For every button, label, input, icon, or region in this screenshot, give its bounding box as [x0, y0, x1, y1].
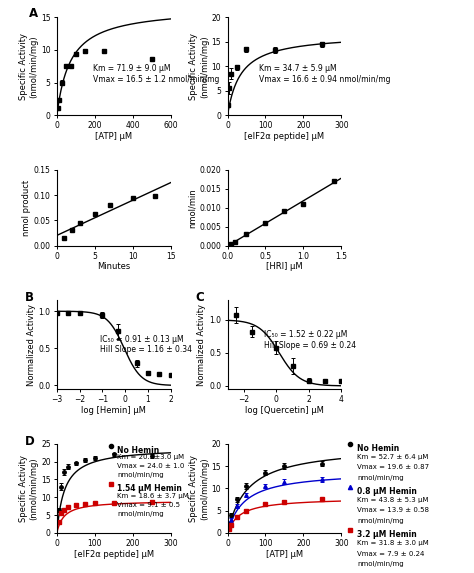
- Text: nmol/min/mg: nmol/min/mg: [357, 474, 404, 481]
- Text: nmol/min/mg: nmol/min/mg: [117, 472, 164, 478]
- Text: 0.8 μM Hemin: 0.8 μM Hemin: [357, 487, 417, 496]
- Y-axis label: nmol/min: nmol/min: [188, 188, 197, 227]
- Text: Km = 34.7 ± 5.9 μM
Vmax = 16.6 ± 0.94 nmol/min/mg: Km = 34.7 ± 5.9 μM Vmax = 16.6 ± 0.94 nm…: [259, 64, 391, 84]
- Text: B: B: [25, 291, 34, 304]
- X-axis label: [eIF2α peptide] μM: [eIF2α peptide] μM: [73, 550, 154, 559]
- X-axis label: [ATP] μM: [ATP] μM: [266, 550, 303, 559]
- Text: Km = 31.8 ± 3.0 μM: Km = 31.8 ± 3.0 μM: [357, 540, 429, 547]
- Text: Km = 52.7 ± 6.4 μM: Km = 52.7 ± 6.4 μM: [357, 454, 428, 460]
- Text: No Hemin: No Hemin: [357, 444, 400, 453]
- Text: Vmax = 13.9 ± 0.58: Vmax = 13.9 ± 0.58: [357, 508, 429, 513]
- Text: Km = 18.6 ± 3.7 μM: Km = 18.6 ± 3.7 μM: [117, 493, 189, 499]
- Y-axis label: Normalized Activity: Normalized Activity: [27, 304, 36, 386]
- Text: nmol/min/mg: nmol/min/mg: [117, 511, 164, 517]
- Text: Vmax = 9.1 ± 0.5: Vmax = 9.1 ± 0.5: [117, 502, 180, 508]
- Text: C: C: [196, 291, 204, 304]
- Y-axis label: Specific Activity
(nmol/min/mg): Specific Activity (nmol/min/mg): [19, 455, 38, 522]
- Y-axis label: Specific Activity
(nmol/min/mg): Specific Activity (nmol/min/mg): [190, 33, 209, 100]
- Text: Vmax = 7.9 ± 0.24: Vmax = 7.9 ± 0.24: [357, 551, 425, 557]
- X-axis label: log [Hemin] μM: log [Hemin] μM: [82, 406, 146, 415]
- X-axis label: [eIF2α peptide] μM: [eIF2α peptide] μM: [244, 132, 325, 141]
- Text: D: D: [25, 435, 35, 448]
- Text: Km = 43.8 ± 5.3 μM: Km = 43.8 ± 5.3 μM: [357, 497, 428, 503]
- Text: IC₅₀ = 0.91 ± 0.13 μM
Hill Slope = 1.16 ± 0.34: IC₅₀ = 0.91 ± 0.13 μM Hill Slope = 1.16 …: [100, 335, 192, 354]
- Text: Vmax = 19.6 ± 0.87: Vmax = 19.6 ± 0.87: [357, 464, 429, 470]
- Text: 3.2 μM Hemin: 3.2 μM Hemin: [357, 530, 417, 539]
- X-axis label: [HRI] μM: [HRI] μM: [266, 262, 303, 271]
- Text: Km = 71.9 ± 9.0 μM
Vmax = 16.5 ± 1.2 nmol/min/mg: Km = 71.9 ± 9.0 μM Vmax = 16.5 ± 1.2 nmo…: [93, 64, 219, 84]
- Text: nmol/min/mg: nmol/min/mg: [357, 561, 404, 567]
- Y-axis label: Normalized Activity: Normalized Activity: [197, 304, 206, 386]
- X-axis label: [ATP] μM: [ATP] μM: [95, 132, 132, 141]
- X-axis label: log [Quercetin] μM: log [Quercetin] μM: [245, 406, 324, 415]
- Text: No Hemin: No Hemin: [117, 446, 159, 454]
- Y-axis label: Specific Activity
(nmol/min/mg): Specific Activity (nmol/min/mg): [190, 455, 209, 522]
- Text: 1.54 μM Hemin: 1.54 μM Hemin: [117, 484, 182, 493]
- Text: Vmax = 24.0 ± 1.0: Vmax = 24.0 ± 1.0: [117, 464, 184, 469]
- Text: A: A: [28, 7, 37, 21]
- X-axis label: Minutes: Minutes: [97, 262, 130, 271]
- Y-axis label: Specific Activity
(nmol/min/mg): Specific Activity (nmol/min/mg): [19, 33, 38, 100]
- Text: IC₅₀ = 1.52 ± 0.22 μM
Hill Slope = 0.69 ± 0.24: IC₅₀ = 1.52 ± 0.22 μM Hill Slope = 0.69 …: [264, 331, 356, 350]
- Text: nmol/min/mg: nmol/min/mg: [357, 518, 404, 524]
- Y-axis label: nmol product: nmol product: [22, 179, 31, 236]
- Text: Km = 20.3±3.0 μM: Km = 20.3±3.0 μM: [117, 454, 184, 461]
